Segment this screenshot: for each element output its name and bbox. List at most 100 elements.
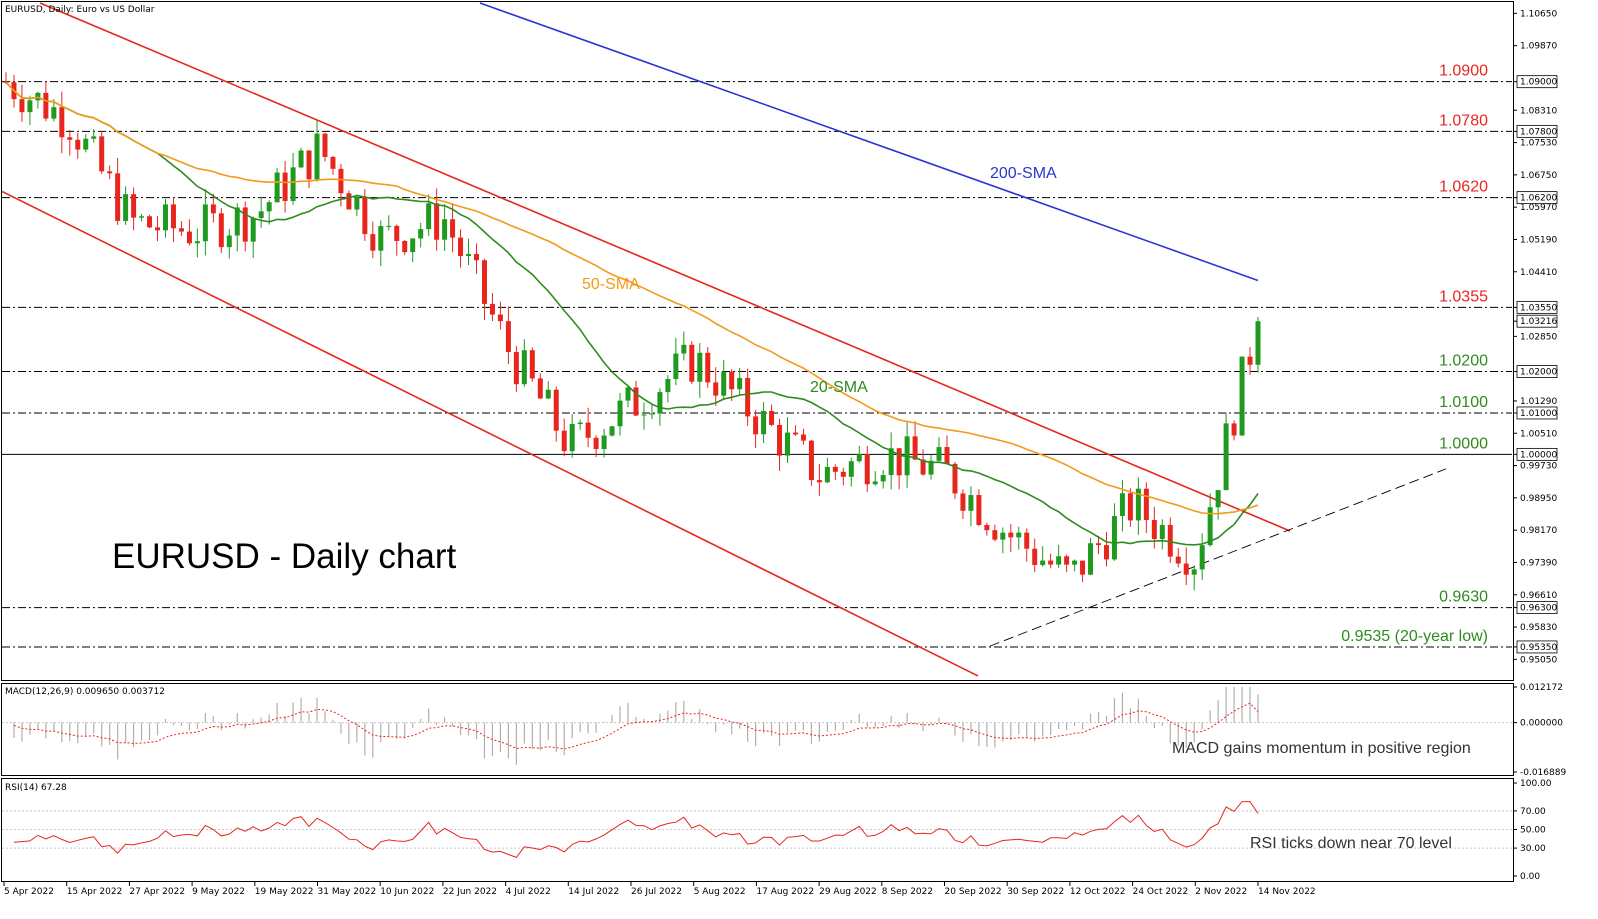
candle-body: [210, 204, 216, 214]
candle-body: [1056, 556, 1062, 565]
candle-body: [202, 204, 208, 242]
price-tick-label: 1.08310: [1520, 106, 1557, 116]
candles: [3, 72, 1261, 591]
level-label: 1.0000: [1439, 435, 1488, 452]
candle-body: [553, 389, 559, 431]
price-tick-label: 1.06750: [1520, 171, 1557, 181]
sma200-label: 200-SMA: [990, 165, 1057, 182]
price-tag-box: [1516, 406, 1558, 420]
candle-body: [186, 231, 192, 244]
level-label: 1.0200: [1439, 353, 1488, 370]
candle-body: [274, 172, 280, 203]
candle-body: [1143, 488, 1149, 520]
candle-body: [1016, 532, 1022, 538]
price-tag-box: [1516, 447, 1558, 461]
candle-body: [1008, 532, 1014, 538]
sma20-label: 20-SMA: [810, 379, 868, 396]
rsi-tick-label: 30.00: [1520, 844, 1546, 854]
candle-body: [753, 416, 759, 435]
candle-body: [912, 436, 918, 460]
date-tick-label: 14 Jul 2022: [568, 887, 619, 897]
candle-body: [43, 92, 49, 119]
chart-title: EURUSD - Daily chart: [112, 537, 456, 576]
candle-body: [242, 207, 248, 242]
candle-body: [888, 448, 894, 476]
candle-body: [641, 414, 647, 416]
candle-body: [665, 378, 671, 393]
candle-body: [155, 227, 161, 231]
candle-body: [362, 196, 368, 235]
candle-body: [984, 524, 990, 531]
candle-body: [1127, 493, 1133, 521]
candle-body: [123, 194, 129, 221]
candle-body: [322, 133, 328, 157]
candle-body: [314, 133, 320, 180]
date-tick-label: 19 May 2022: [255, 887, 314, 897]
level-label: 0.9630: [1439, 589, 1488, 606]
candle-body: [880, 475, 886, 482]
price-tick-label: 1.09000: [1520, 78, 1557, 88]
price-tag-box: [1516, 365, 1558, 378]
candle-body: [529, 350, 535, 379]
candle-body: [107, 171, 113, 174]
rsi-indicator: 100.00 70.00 50.00 30.00 0.00: [2, 779, 1552, 882]
price-tick-label: 1.07800: [1520, 127, 1557, 137]
candle-body: [848, 461, 854, 477]
candle-body: [537, 378, 543, 399]
price-tick-label: 1.02850: [1520, 332, 1557, 342]
candle-body: [1040, 560, 1046, 565]
level-label: 1.0620: [1439, 179, 1488, 196]
price-tick-label: 1.00510: [1520, 429, 1557, 439]
candle-body: [649, 413, 655, 415]
price-tick-label: 0.98170: [1520, 526, 1557, 536]
candle-body: [418, 229, 424, 239]
candle-body: [370, 234, 376, 251]
candle-body: [944, 447, 950, 464]
price-tick-label: 1.09870: [1520, 42, 1557, 52]
candle-body: [386, 225, 392, 227]
candle-body: [617, 400, 623, 427]
candle-body: [840, 471, 846, 477]
candle-body: [306, 150, 312, 180]
price-tick-label: 0.96610: [1520, 591, 1557, 601]
candle-body: [769, 410, 775, 425]
candle-body: [705, 352, 711, 383]
candle-body: [298, 150, 304, 168]
candle-body: [593, 437, 599, 450]
macd-signal-line: [13, 702, 1259, 750]
level-label: 1.0100: [1439, 394, 1488, 411]
candle-body: [976, 495, 982, 525]
sma50-label: 50-SMA: [582, 276, 640, 293]
candle-body: [585, 422, 591, 438]
candle-body: [832, 466, 838, 472]
price-tick-label: 1.10650: [1520, 9, 1557, 19]
price-tick-label: 1.03550: [1520, 303, 1557, 313]
price-channel: [1, 2, 1447, 677]
date-tick-label: 30 Sep 2022: [1007, 887, 1064, 897]
channel-lower: [1, 190, 979, 677]
candle-body: [856, 454, 862, 462]
date-tick-label: 2 Nov 2022: [1195, 887, 1247, 897]
candle-body: [513, 352, 519, 385]
candle-body: [713, 382, 719, 396]
candle-body: [458, 237, 464, 257]
candle-body: [1119, 493, 1125, 516]
candle-body: [992, 530, 998, 540]
price-tick-label: 0.96300: [1520, 604, 1557, 614]
candle-body: [1247, 356, 1253, 365]
candle-body: [968, 495, 974, 511]
candle-body: [402, 241, 408, 253]
candle-body: [785, 432, 791, 456]
candle-body: [721, 371, 727, 396]
candle-body: [258, 211, 264, 218]
candle-body: [1159, 524, 1165, 539]
macd-tick-label: 0.000000: [1520, 719, 1563, 729]
level-label: 1.0780: [1439, 112, 1488, 129]
candle-body: [928, 460, 934, 475]
candle-body: [609, 426, 615, 436]
price-tag-box: [1516, 601, 1558, 615]
date-tick-label: 8 Sep 2022: [882, 887, 933, 897]
candle-body: [1255, 321, 1261, 365]
candle-body: [1151, 519, 1157, 539]
date-tick-label: 29 Aug 2022: [819, 887, 877, 897]
